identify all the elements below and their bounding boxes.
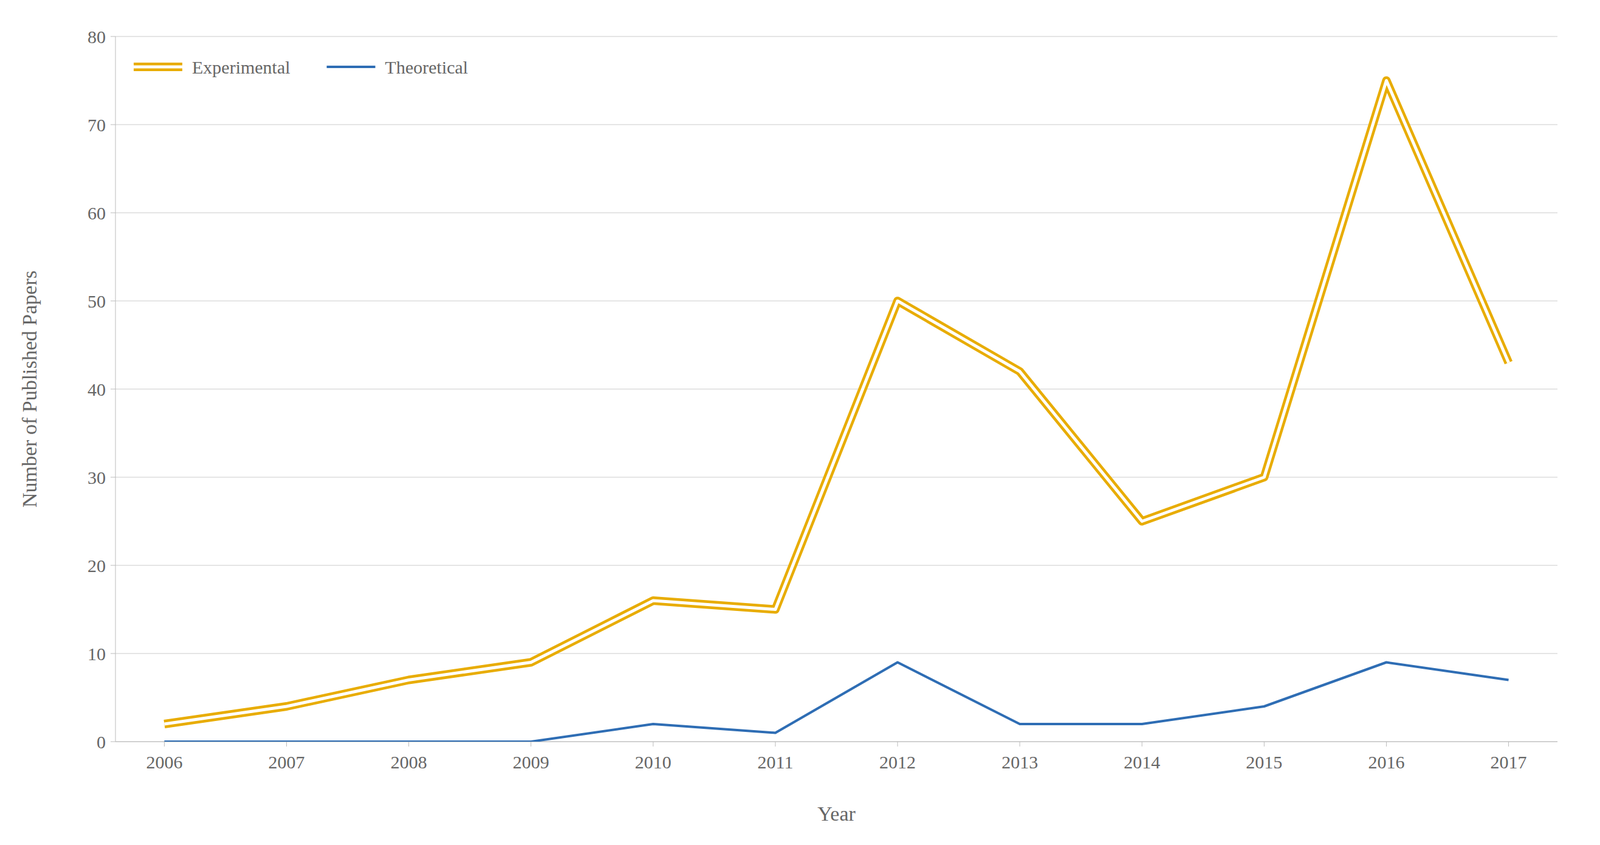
background — [0, 0, 1600, 845]
y-tick-label: 20 — [87, 555, 106, 576]
y-tick-label: 40 — [87, 379, 106, 400]
axes: 0 10 20 30 40 50 60 70 80 2006 2007 2008 2009 2010 201… — [87, 26, 1558, 772]
y-tick-label: 80 — [87, 26, 106, 47]
y-tick-label: 50 — [87, 291, 106, 312]
x-tick-label: 2016 — [1367, 751, 1405, 772]
y-axis-label: Number of Published Papers — [18, 270, 41, 508]
x-tick-label: 2006 — [145, 751, 183, 772]
x-tick — [1141, 741, 1143, 747]
y-tick-label: 60 — [87, 202, 106, 224]
grid-line — [115, 564, 1558, 566]
y-axis-line — [115, 36, 117, 742]
y-tick — [110, 477, 116, 478]
x-tick — [286, 741, 287, 747]
x-tick-label: 2014 — [1123, 751, 1161, 772]
y-tick-label: 30 — [87, 467, 106, 488]
y-tick — [110, 388, 116, 390]
grid-line — [115, 388, 1558, 390]
legend-swatch-inner — [133, 65, 183, 69]
x-tick — [652, 741, 654, 747]
y-tick — [110, 36, 116, 38]
x-tick-label: 2013 — [1001, 751, 1038, 772]
legend: Experimental Theoretical — [133, 57, 468, 78]
x-tick — [897, 741, 899, 747]
series-line — [164, 662, 1509, 742]
y-tick-label: 0 — [96, 731, 106, 752]
x-tick-label: 2015 — [1245, 751, 1283, 772]
y-tick — [110, 741, 116, 742]
x-tick-label: 2011 — [757, 751, 794, 772]
legend-swatch — [326, 65, 376, 69]
plot-area — [164, 80, 1509, 742]
x-tick — [1263, 741, 1265, 747]
x-tick — [530, 741, 532, 747]
x-tick-label: 2009 — [512, 751, 550, 772]
y-tick-label: 70 — [87, 114, 106, 135]
grid-line — [115, 123, 1558, 126]
x-tick — [774, 741, 776, 747]
grid — [115, 36, 1558, 742]
y-tick — [110, 300, 116, 302]
y-tick — [110, 565, 116, 566]
series-line — [164, 80, 1509, 725]
legend-label: Experimental — [192, 57, 291, 78]
x-tick-label: 2007 — [268, 751, 306, 772]
legend-item: Theoretical — [326, 57, 469, 78]
grid-line — [115, 300, 1558, 302]
x-tick-label: 2010 — [635, 751, 672, 772]
y-tick — [110, 212, 116, 214]
grid-line — [115, 652, 1558, 654]
y-tick — [110, 124, 116, 126]
x-tick — [1019, 741, 1021, 747]
y-tick — [110, 653, 116, 654]
x-tick — [1508, 741, 1509, 747]
legend-label: Theoretical — [385, 57, 469, 78]
x-tick — [1386, 741, 1387, 747]
x-tick-label: 2008 — [390, 751, 428, 772]
x-tick — [164, 741, 165, 747]
x-tick-label: 2017 — [1490, 751, 1528, 772]
x-axis-label: Year — [817, 802, 856, 825]
legend-item: Experimental — [133, 57, 291, 78]
series-line-inner — [164, 80, 1509, 725]
legend-swatch — [133, 62, 183, 72]
grid-line — [115, 35, 1558, 38]
x-tick-label: 2012 — [879, 751, 916, 772]
grid-line — [115, 476, 1558, 478]
y-tick-label: 10 — [87, 643, 106, 664]
x-tick — [408, 741, 409, 747]
chart: 0 10 20 30 40 50 60 70 80 2006 2007 2008 2009 2010 201… — [0, 0, 1600, 845]
